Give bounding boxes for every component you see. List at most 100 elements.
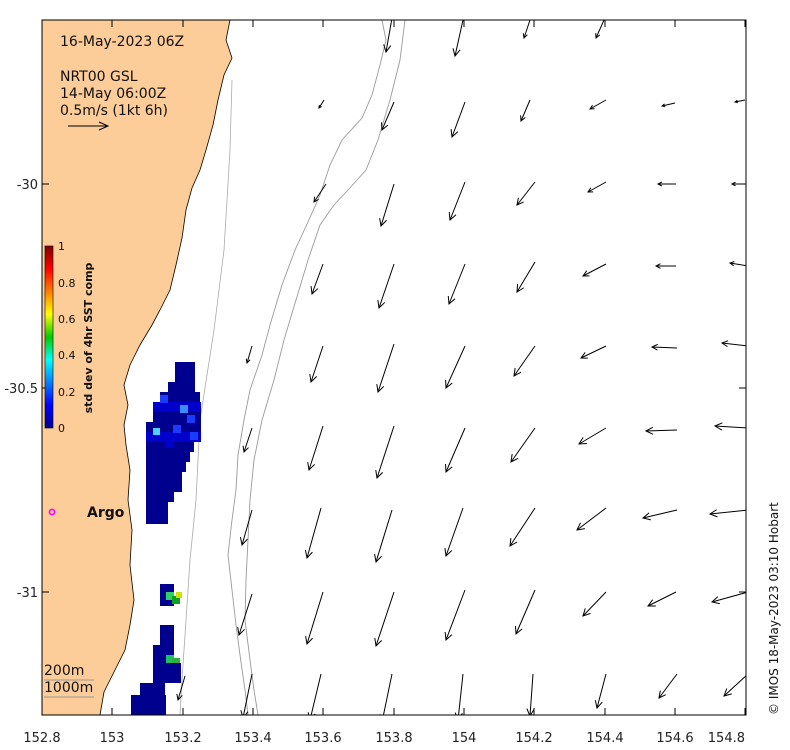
current-arrow-icon	[313, 183, 327, 203]
current-arrow-icon	[728, 261, 746, 267]
isobath-legend-1000m: 1000m	[44, 680, 93, 696]
current-arrow-icon	[660, 102, 676, 108]
current-arrow-icon	[647, 591, 677, 607]
current-arrow-icon	[240, 673, 253, 715]
current-arrow-icon	[516, 181, 536, 206]
current-arrow-icon	[380, 101, 395, 132]
current-arrow-icon	[720, 340, 746, 348]
isobath-legend-200m: 200m	[44, 663, 84, 679]
sst-std-dev-pixels	[131, 362, 201, 715]
current-arrow-icon	[576, 507, 607, 531]
isobath-200m	[227, 19, 387, 716]
current-arrow-icon	[582, 591, 607, 617]
y-axis-labels: -30 -30.5 -31	[4, 178, 38, 601]
current-arrow-icon	[374, 509, 393, 564]
colorbar-tick: 0.8	[58, 277, 76, 290]
land-mass	[41, 19, 233, 716]
isobath-1000m	[244, 19, 406, 716]
x-tick-label: 153.4	[234, 731, 271, 746]
current-arrow-icon	[450, 101, 466, 139]
sst-pixel	[146, 502, 168, 512]
x-tick-label: 152.8	[23, 731, 60, 746]
current-arrow-icon	[379, 183, 395, 228]
current-arrow-icon	[509, 507, 536, 547]
sst-pixel	[160, 625, 174, 645]
sst-pixel	[175, 362, 195, 372]
map-info: 16-May-2023 06Z NRT00 GSL 14-May 06:00Z …	[60, 34, 184, 131]
x-tick-label: 153	[100, 731, 125, 746]
current-arrow-icon	[713, 422, 746, 431]
current-arrow-icon	[448, 181, 466, 222]
current-arrow-icon	[650, 343, 678, 351]
current-arrow-icon	[318, 99, 325, 109]
x-tick-label: 153.2	[164, 731, 201, 746]
current-arrow-icon	[305, 591, 324, 646]
current-arrow-icon	[723, 675, 746, 697]
current-arrow-icon	[374, 591, 395, 648]
x-tick-label: 153.6	[304, 731, 341, 746]
current-arrow-icon	[595, 20, 605, 40]
current-arrow-icon	[242, 427, 253, 454]
current-arrow-icon	[578, 427, 607, 445]
y-tick-label: -31	[17, 586, 38, 601]
sst-pixel	[160, 392, 200, 402]
current-vectors	[176, 20, 746, 715]
credit-label: © IMOS 18-May-2023 03:10 Hobart	[767, 502, 781, 715]
current-arrow-icon	[245, 345, 253, 365]
sst-pixel	[131, 695, 166, 715]
current-arrow-icon	[237, 593, 253, 637]
current-arrow-icon	[176, 675, 186, 702]
x-tick-label: 154.8	[708, 731, 745, 746]
sst-pixel	[166, 592, 174, 600]
sst-pixel	[153, 663, 181, 683]
x-tick-label: 154.6	[656, 731, 693, 746]
sst-pixel	[176, 592, 182, 598]
current-arrow-icon	[580, 345, 607, 359]
sst-pixel	[173, 425, 181, 433]
sst-pixel	[165, 440, 173, 448]
current-arrow-icon	[654, 263, 676, 269]
sst-pixel	[146, 482, 182, 492]
sst-pixel	[168, 382, 195, 392]
sst-pixel	[146, 432, 201, 442]
date-label: 16-May-2023 06Z	[60, 34, 184, 50]
current-arrow-icon	[239, 509, 253, 547]
current-arrow-icon	[377, 263, 395, 310]
current-arrow-icon	[733, 99, 746, 104]
current-arrow-icon	[522, 20, 531, 40]
argo-label: Argo	[87, 505, 125, 521]
sst-pixel	[146, 472, 182, 482]
colorbar-tick: 0.4	[58, 349, 76, 362]
current-arrow-icon	[520, 99, 531, 123]
scale-arrow-icon	[68, 121, 110, 131]
y-tick-label: -30.5	[4, 382, 38, 397]
sst-pixel	[180, 405, 188, 413]
sst-pixel	[153, 428, 160, 435]
sst-pixel	[160, 395, 168, 403]
argo-marker-icon	[48, 508, 56, 516]
current-arrow-icon	[589, 99, 607, 110]
x-tick-label: 153.8	[375, 731, 412, 746]
current-arrow-icon	[375, 425, 395, 480]
x-tick-label: 154	[452, 731, 477, 746]
current-arrow-icon	[379, 673, 393, 715]
x-tick-label: 154.4	[586, 731, 623, 746]
colorbar-tick: 0.6	[58, 313, 76, 326]
sst-pixel	[190, 432, 198, 440]
current-arrow-icon	[644, 426, 678, 435]
current-arrow-icon	[307, 425, 324, 472]
current-arrow-icon	[708, 509, 746, 518]
current-arrow-icon	[587, 181, 607, 193]
current-arrow-icon	[582, 263, 607, 277]
current-arrow-icon	[454, 673, 464, 715]
sst-pixel	[153, 402, 201, 412]
sst-pixel	[146, 492, 174, 502]
current-arrow-icon	[658, 673, 678, 699]
colorbar-tick: 0.2	[58, 386, 76, 399]
current-arrow-icon	[310, 263, 324, 296]
x-axis-labels: 152.8 153 153.2 153.4 153.6 153.8 154 15…	[23, 731, 745, 746]
current-arrow-icon	[376, 343, 395, 394]
current-arrow-icon	[710, 592, 746, 605]
current-arrow-icon	[516, 261, 536, 293]
